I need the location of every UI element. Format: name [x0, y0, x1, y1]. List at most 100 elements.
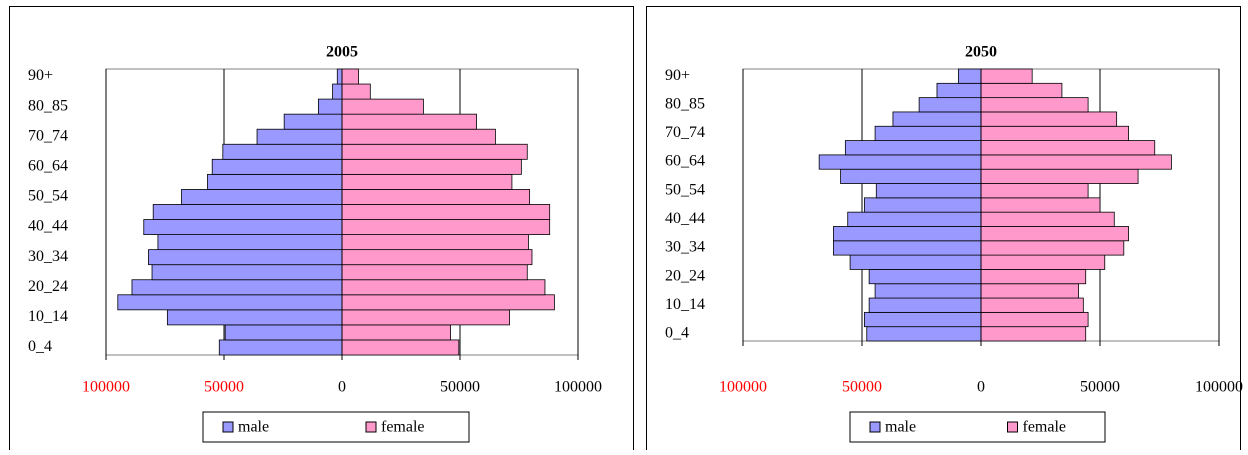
y-tick-label: 90+	[665, 67, 690, 84]
bar	[980, 111, 1118, 127]
x-tick-label: 0	[338, 379, 346, 396]
y-tick-label: 60_64	[665, 153, 705, 170]
bar	[980, 211, 1115, 227]
x-tick-label: 50000	[440, 379, 480, 396]
bar	[980, 197, 1101, 213]
chart-title: 2050	[965, 44, 997, 61]
y-tick-label: 40_44	[665, 210, 705, 227]
bar	[980, 183, 1089, 199]
legend-box	[849, 411, 1106, 443]
bar	[332, 83, 343, 100]
x-tick-label: 100000	[1195, 379, 1243, 396]
bar	[256, 128, 343, 145]
y-tick-label: 40_44	[28, 218, 68, 235]
x-tick-label: 100000	[719, 379, 767, 396]
bar	[166, 309, 343, 326]
bar	[874, 125, 982, 141]
bar	[151, 264, 343, 281]
y-tick-label: 90+	[28, 67, 53, 84]
y-tick-label: 70_74	[665, 124, 705, 141]
bar	[980, 97, 1089, 113]
bar	[341, 143, 528, 160]
legend-swatch	[1007, 421, 1018, 433]
bar	[341, 204, 551, 220]
legend-box	[202, 411, 470, 443]
y-tick-label: 30_34	[28, 248, 68, 265]
bar	[863, 197, 982, 213]
bar	[341, 324, 451, 341]
bar	[336, 68, 343, 85]
bar	[341, 113, 477, 130]
chart-title: 2005	[326, 44, 358, 61]
bar	[341, 294, 555, 311]
bar	[868, 297, 982, 313]
bar	[980, 254, 1106, 270]
bar	[863, 311, 982, 328]
bar	[980, 311, 1089, 328]
bar	[341, 279, 546, 296]
y-tick-label: 80_85	[665, 95, 705, 112]
bar	[207, 173, 343, 190]
y-tick-label: 0_4	[665, 325, 689, 342]
bar	[341, 264, 528, 281]
bar	[341, 309, 510, 326]
y-tick-label: 0_4	[28, 338, 52, 355]
bar	[341, 128, 496, 145]
y-tick-label: 20_24	[665, 267, 705, 284]
bar	[341, 68, 359, 85]
x-tick-label: 100000	[82, 379, 130, 396]
bar	[980, 297, 1084, 313]
bar	[980, 226, 1129, 242]
bar	[317, 98, 343, 115]
y-tick-label: 20_24	[28, 278, 68, 295]
y-tick-label: 70_74	[28, 127, 68, 144]
y-tick-label: 30_34	[665, 239, 705, 256]
bar	[868, 269, 982, 285]
bar	[936, 82, 982, 99]
bar	[148, 249, 343, 266]
bar	[866, 326, 982, 342]
bar	[840, 168, 982, 184]
y-tick-label: 50_54	[28, 188, 68, 205]
bar	[131, 279, 343, 296]
bar	[283, 113, 343, 130]
x-tick-label: 100000	[554, 379, 602, 396]
bar	[918, 97, 982, 113]
bar	[341, 219, 551, 235]
bar	[874, 283, 982, 299]
bar	[980, 140, 1156, 156]
bar	[980, 283, 1079, 299]
y-tick-label: 10_14	[665, 296, 705, 313]
legend-label: male	[885, 419, 916, 436]
y-tick-label: 10_14	[28, 308, 68, 325]
bar	[341, 234, 529, 251]
bar	[980, 68, 1033, 84]
bar	[892, 111, 982, 127]
bar	[818, 154, 982, 170]
y-tick-label: 60_64	[28, 158, 68, 175]
bar	[844, 140, 982, 156]
bar	[157, 234, 343, 251]
bar	[181, 189, 343, 205]
bar	[957, 68, 982, 84]
legend-swatch	[365, 421, 377, 433]
legend-label: female	[1023, 419, 1067, 436]
bar	[341, 189, 531, 205]
bar	[117, 294, 343, 311]
legend-swatch	[869, 421, 881, 433]
bar	[222, 143, 343, 160]
x-tick-label: 50000	[204, 379, 244, 396]
bar	[341, 249, 533, 266]
bar	[980, 269, 1087, 285]
bar	[143, 219, 343, 235]
bar	[980, 125, 1129, 141]
legend-label: male	[238, 419, 269, 436]
bar	[224, 324, 343, 341]
bar	[341, 158, 522, 175]
bar	[849, 254, 982, 270]
y-tick-label: 50_54	[665, 181, 705, 198]
bar	[218, 339, 343, 356]
bar	[980, 154, 1172, 170]
bar	[980, 82, 1063, 99]
